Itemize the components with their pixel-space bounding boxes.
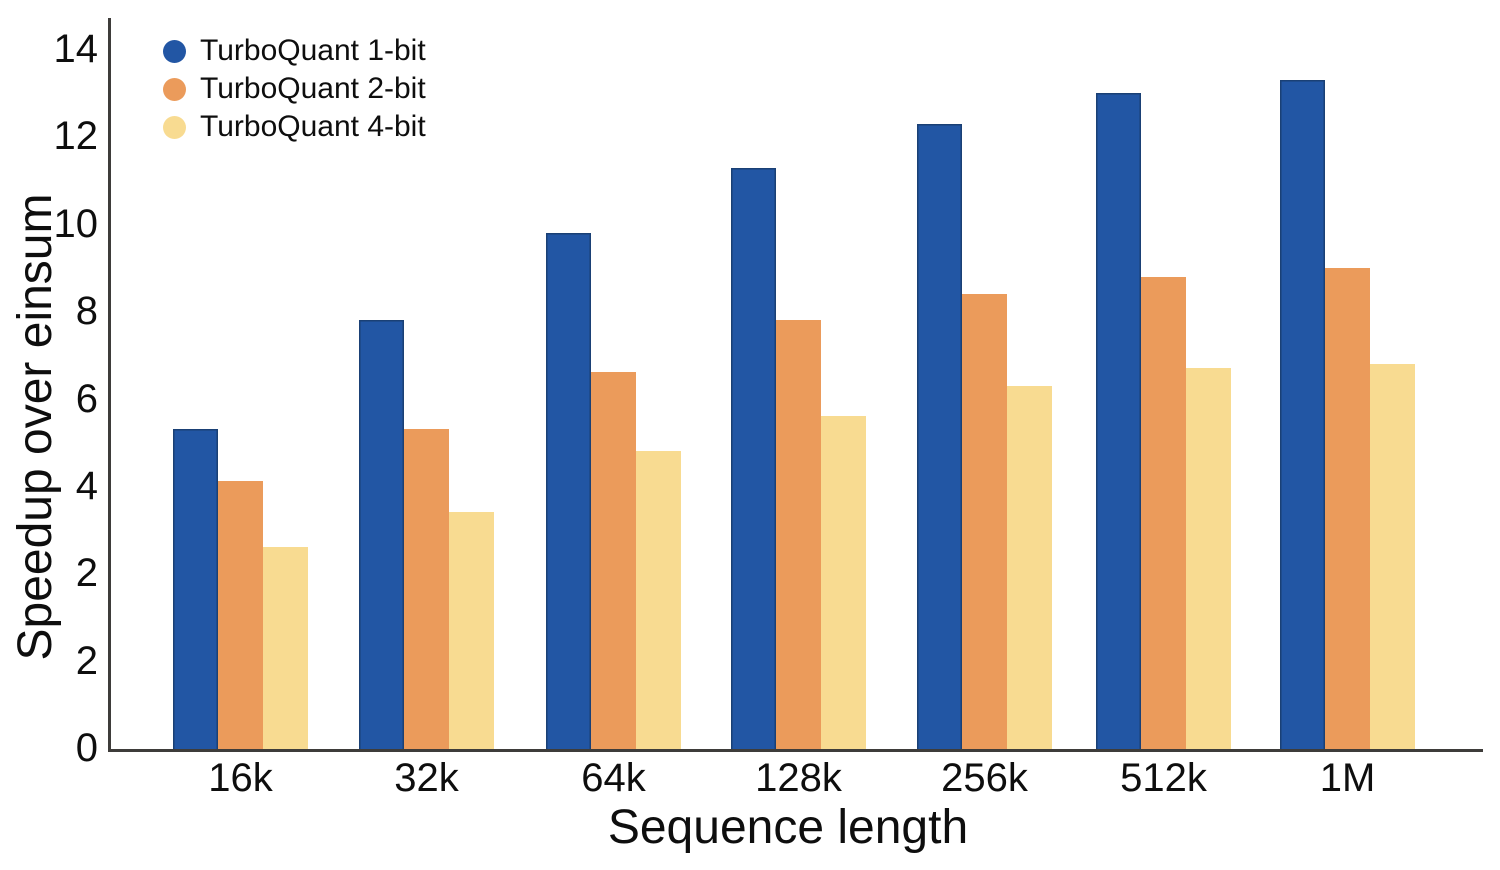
legend-dot-icon [163, 77, 186, 101]
y-tick-label: 6 [75, 376, 98, 421]
bar-turboquant-4-bit-256k [1007, 385, 1052, 751]
bar-turboquant-1-bit-64k [546, 232, 591, 751]
bar-turboquant-4-bit-1M [1370, 363, 1415, 751]
bar-turboquant-4-bit-32k [449, 511, 494, 751]
legend-item: TurboQuant 4-bit [163, 112, 426, 142]
legend-item: TurboQuant 2-bit [163, 74, 426, 104]
bar-turboquant-2-bit-256k [962, 293, 1007, 751]
bar-turboquant-1-bit-256k [917, 123, 962, 751]
bar-turboquant-2-bit-16k [218, 481, 263, 751]
x-axis-title: Sequence length [607, 801, 969, 854]
bar-turboquant-4-bit-512k [1186, 368, 1231, 751]
x-tick-label: 32k [394, 756, 459, 800]
y-tick-label: 2 [75, 551, 98, 596]
bar-turboquant-1-bit-16k [173, 429, 218, 751]
y-tick-label: 8 [75, 289, 98, 334]
x-tick-label: 16k [208, 756, 273, 800]
legend-label: TurboQuant 2-bit [200, 72, 426, 105]
bar-turboquant-4-bit-16k [263, 546, 308, 751]
bar-turboquant-2-bit-512k [1141, 276, 1186, 751]
bar-turboquant-4-bit-128k [821, 416, 866, 751]
bar-turboquant-4-bit-64k [636, 450, 681, 751]
x-axis-line [108, 749, 1483, 752]
bar-turboquant-1-bit-512k [1096, 93, 1141, 751]
legend-dot-icon [163, 115, 186, 139]
legend-label: TurboQuant 4-bit [200, 110, 426, 143]
bar-turboquant-2-bit-32k [404, 429, 449, 751]
y-axis-line [108, 18, 111, 752]
y-tick-label: 0 [75, 726, 98, 770]
legend-dot-icon [163, 39, 186, 63]
bar-turboquant-2-bit-1M [1325, 267, 1370, 751]
y-tick-label: 14 [53, 27, 99, 71]
x-tick-label: 128k [755, 756, 842, 800]
x-tick-label: 64k [581, 756, 646, 800]
bar-turboquant-1-bit-1M [1280, 80, 1325, 751]
bar-turboquant-1-bit-128k [731, 167, 776, 751]
y-tick-label: 2 [75, 638, 98, 683]
y-tick-label: 12 [53, 114, 99, 159]
x-tick-label: 1M [1319, 756, 1376, 800]
legend-item: TurboQuant 1-bit [163, 36, 426, 66]
y-tick-label: 4 [75, 463, 98, 508]
bar-turboquant-2-bit-64k [591, 372, 636, 751]
bar-turboquant-1-bit-32k [359, 320, 404, 751]
legend-label: TurboQuant 1-bit [200, 34, 426, 67]
x-tick-label: 512k [1120, 756, 1207, 800]
bar-turboquant-2-bit-128k [776, 320, 821, 751]
y-tick-label: 10 [53, 201, 99, 246]
x-tick-label: 256k [941, 756, 1028, 800]
